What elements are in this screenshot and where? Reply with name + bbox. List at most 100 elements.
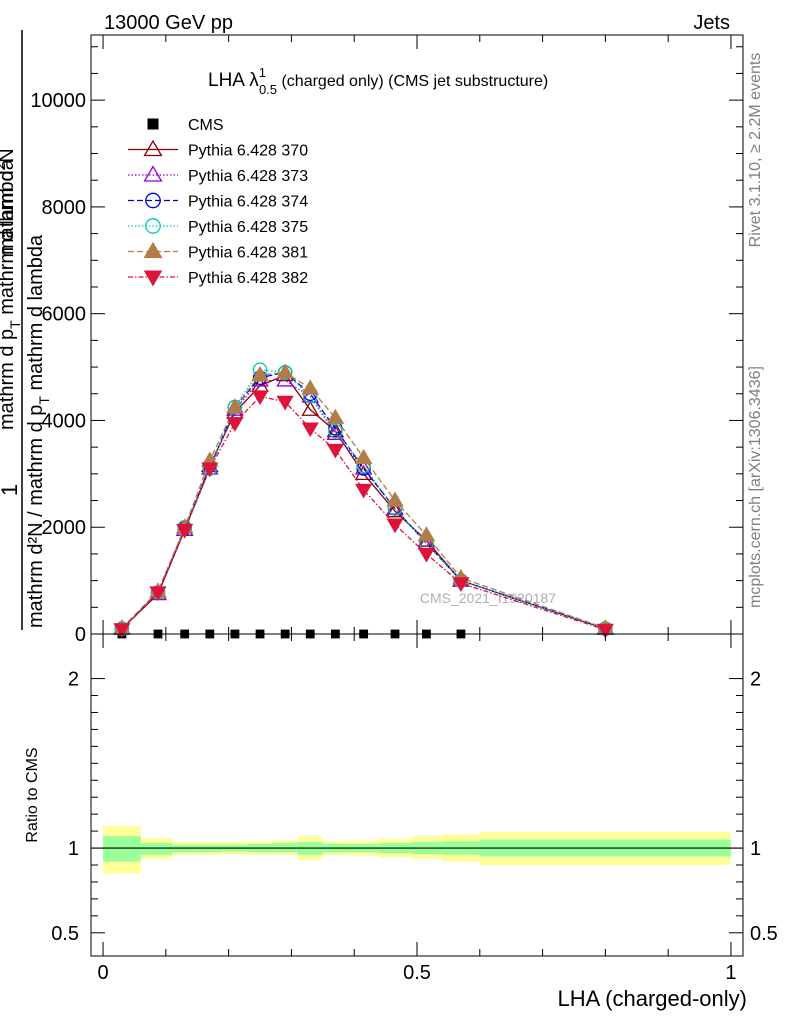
data-point [251, 390, 269, 406]
data-point [354, 448, 373, 464]
analysis-watermark: CMS_2021_I1920187 [420, 590, 556, 606]
chart-title-rest: (charged only) (CMS jet substructure) [277, 73, 548, 90]
data-point [301, 387, 320, 403]
ratio-plot-frame [90, 633, 744, 957]
legend-marker [143, 241, 163, 259]
legend-marker [143, 139, 163, 157]
collision-label: 13000 GeV pp [104, 12, 233, 34]
ratio-y-tick-label: 1 [68, 838, 79, 860]
chart-title-main: LHA λ [208, 70, 259, 91]
data-point [596, 623, 614, 639]
data-point [276, 371, 294, 387]
series-line [121, 371, 606, 629]
ratio-y-tick-label-right: 2 [750, 669, 761, 691]
main-y-tick-label: 0 [75, 624, 86, 646]
data-point [326, 424, 345, 440]
y-label-num-den-b: mathrm d lambda [0, 158, 18, 320]
rivet-version-label: Rivet 3.1.10, ≥ 2.2M events [747, 53, 764, 248]
ratio-x-tick-label: 0.5 [403, 962, 431, 984]
data-point [176, 523, 194, 539]
ratio-bands [103, 826, 731, 874]
data-point [276, 363, 294, 379]
data-point [113, 623, 131, 638]
y-label-inner-denominator: mathrm d pT mathrm d lambda [0, 158, 23, 430]
legend-entry: CMS [147, 117, 224, 134]
data-point [326, 422, 345, 438]
data-point [417, 547, 435, 563]
y-label-denominator: mathrm d²N / mathrm d pT mathrm d lambda [25, 234, 52, 628]
data-point [301, 400, 320, 416]
data-point [328, 423, 343, 439]
chart-title: LHA λ1 0.5 (charged only) (CMS jet substr… [208, 65, 548, 97]
legend-label: Pythia 6.428 381 [188, 245, 308, 262]
y-label-inner-numerator: mathrm d2N [0, 148, 18, 255]
data-point [251, 366, 269, 382]
main-y-tick-label: 8000 [42, 197, 87, 219]
main-y-tick-label: 6000 [42, 304, 87, 326]
ratio-x-tick-label: 0 [97, 962, 108, 984]
legend-marker [143, 165, 163, 182]
data-point [386, 491, 404, 507]
main-x-axis [102, 35, 732, 634]
legend-entry: Pythia 6.428 370 [128, 139, 308, 160]
legend-marker [147, 118, 159, 130]
y-label-num-den-a: mathrm d p [0, 329, 18, 430]
legend-marker [145, 218, 161, 234]
legend-label: Pythia 6.428 375 [188, 219, 308, 236]
legend-entry: Pythia 6.428 381 [128, 241, 308, 262]
legend-label: Pythia 6.428 373 [188, 168, 308, 185]
data-point [326, 408, 345, 424]
y-label-num-pre: mathrm d [0, 171, 18, 255]
ratio-y-axis-label: Ratio to CMS [24, 747, 41, 842]
ratio-plot: 0.5 0.51 12 2 0 0.5 1 Ratio to CMS LHA (charg… [24, 633, 778, 1011]
ratio-x-axis: 0 0.5 1 [97, 634, 737, 984]
series-line [121, 371, 606, 630]
ratio-y-tick-label-right: 0.5 [750, 923, 778, 945]
legend-entry: Pythia 6.428 374 [128, 192, 308, 211]
main-y-axis: 0 2000 4000 6000 8000 10000 [30, 46, 743, 646]
data-point [326, 443, 344, 459]
data-point [301, 379, 320, 395]
data-point [355, 483, 373, 499]
main-y-tick-label: 4000 [42, 410, 87, 432]
ratio-band-stat [140, 842, 173, 855]
main-y-tick-label: 10000 [30, 90, 86, 112]
y-label-num-sup: 2 [0, 163, 8, 171]
y-label-den-a: mathrm d²N / mathrm d p [25, 405, 47, 628]
legend-label: Pythia 6.428 382 [188, 270, 308, 287]
data-point [201, 462, 219, 478]
data-point [226, 398, 244, 414]
legend-marker [143, 270, 163, 287]
mcplots-label: mcplots.cern.ch [arXiv:1306.3436] [747, 366, 764, 608]
legend-marker [145, 192, 161, 209]
y-label-one: 1 [0, 484, 22, 496]
data-point [301, 422, 319, 438]
data-point [452, 577, 470, 592]
data-point [386, 499, 404, 515]
y-label-num-post: N [0, 148, 18, 162]
ratio-y-tick-label: 0.5 [51, 923, 79, 945]
data-point [386, 502, 404, 518]
ratio-x-tick-label: 1 [725, 962, 736, 984]
legend-entry: Pythia 6.428 373 [128, 165, 308, 185]
data-point [417, 526, 436, 542]
chart-title-sup: 1 [259, 65, 266, 80]
y-label-den-b: mathrm d lambda [25, 234, 47, 396]
x-axis-label: LHA (charged-only) [557, 986, 747, 1011]
y-label-num-den-sub: T [7, 320, 23, 329]
ratio-y-axis: 0.5 0.5 1 1 2 2 [51, 669, 778, 945]
y-label-den-sub: T [36, 396, 52, 405]
data-point [276, 395, 294, 411]
legend-label: Pythia 6.428 370 [188, 143, 308, 160]
legend-label: Pythia 6.428 374 [188, 194, 308, 211]
legend-entry: Pythia 6.428 382 [128, 270, 308, 287]
chart-title-sub: 0.5 [259, 82, 277, 97]
ratio-y-tick-label-right: 1 [750, 838, 761, 860]
series-6 [113, 390, 614, 639]
legend-label: CMS [188, 117, 224, 134]
data-point [149, 586, 167, 602]
data-point [354, 459, 373, 475]
process-label: Jets [693, 12, 730, 34]
data-point [386, 518, 404, 534]
